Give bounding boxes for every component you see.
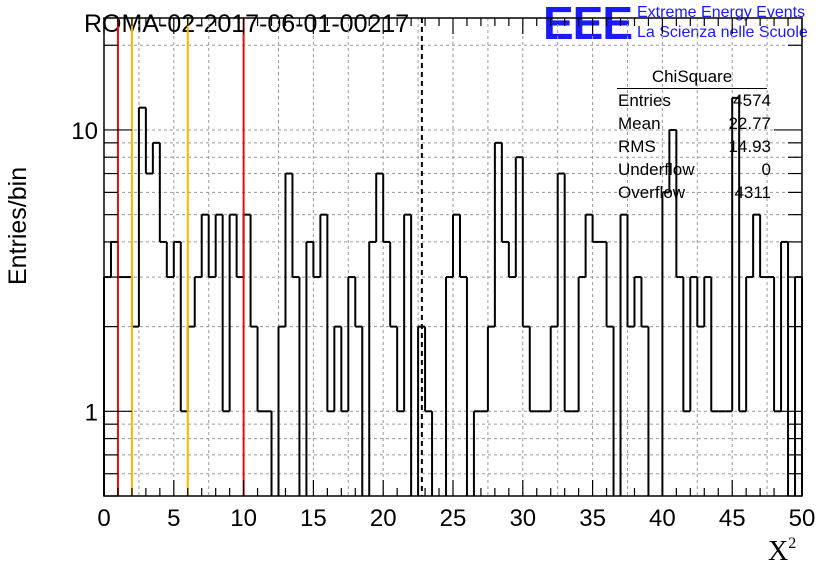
x-tick-label: 45: [719, 505, 746, 532]
x-tick-label: 5: [167, 505, 180, 532]
x-tick-label: 0: [97, 505, 110, 532]
x-tick-label: 50: [789, 505, 816, 532]
x-axis-label-exponent: 2: [788, 535, 797, 552]
stats-label: RMS: [618, 137, 656, 156]
logo-line-2: La Scienza nelle Scuole: [637, 24, 808, 41]
axis-ticks: [103, 18, 803, 497]
stats-title: ChiSquare: [617, 66, 767, 89]
stats-box: ChiSquare Entries 4574 Mean 22.77 RMS 14…: [611, 66, 775, 204]
y-tick-label: 10: [71, 118, 98, 145]
stats-label: Entries: [618, 91, 671, 110]
x-axis-label: X2: [768, 535, 796, 568]
x-tick-label: 15: [300, 505, 327, 532]
stats-value: 0: [761, 160, 771, 179]
x-axis-label-text: X: [768, 536, 789, 567]
stats-value: 4574: [733, 91, 771, 110]
tick-labels: 0 5 10 15 20 25 30 35 40 45 50 1 10: [71, 118, 815, 532]
stats-label: Overflow: [618, 183, 686, 202]
x-tick-label: 30: [509, 505, 536, 532]
logo-line-1: Extreme Energy Events: [637, 4, 806, 21]
x-tick-label: 40: [649, 505, 676, 532]
stats-value: 22.77: [728, 114, 771, 133]
cut-lines: [116, 18, 423, 496]
eee-logo: EEE Extreme Energy Events La Scienza nel…: [543, 0, 833, 49]
stats-label: Underflow: [618, 160, 695, 179]
x-tick-label: 25: [440, 505, 467, 532]
stats-row-overflow: Overflow 4311: [611, 181, 775, 204]
y-tick-label: 1: [85, 399, 98, 426]
x-tick-label: 10: [230, 505, 257, 532]
stats-row-entries: Entries 4574: [611, 89, 775, 112]
stats-row-mean: Mean 22.77: [611, 112, 775, 135]
x-tick-label: 20: [370, 505, 397, 532]
stats-row-rms: RMS 14.93: [611, 135, 775, 158]
x-tick-label: 35: [579, 505, 606, 532]
stats-row-underflow: Underflow 0: [611, 158, 775, 181]
stats-label: Mean: [618, 114, 661, 133]
stats-value: 4311: [734, 183, 771, 202]
stats-value: 14.93: [728, 137, 771, 156]
